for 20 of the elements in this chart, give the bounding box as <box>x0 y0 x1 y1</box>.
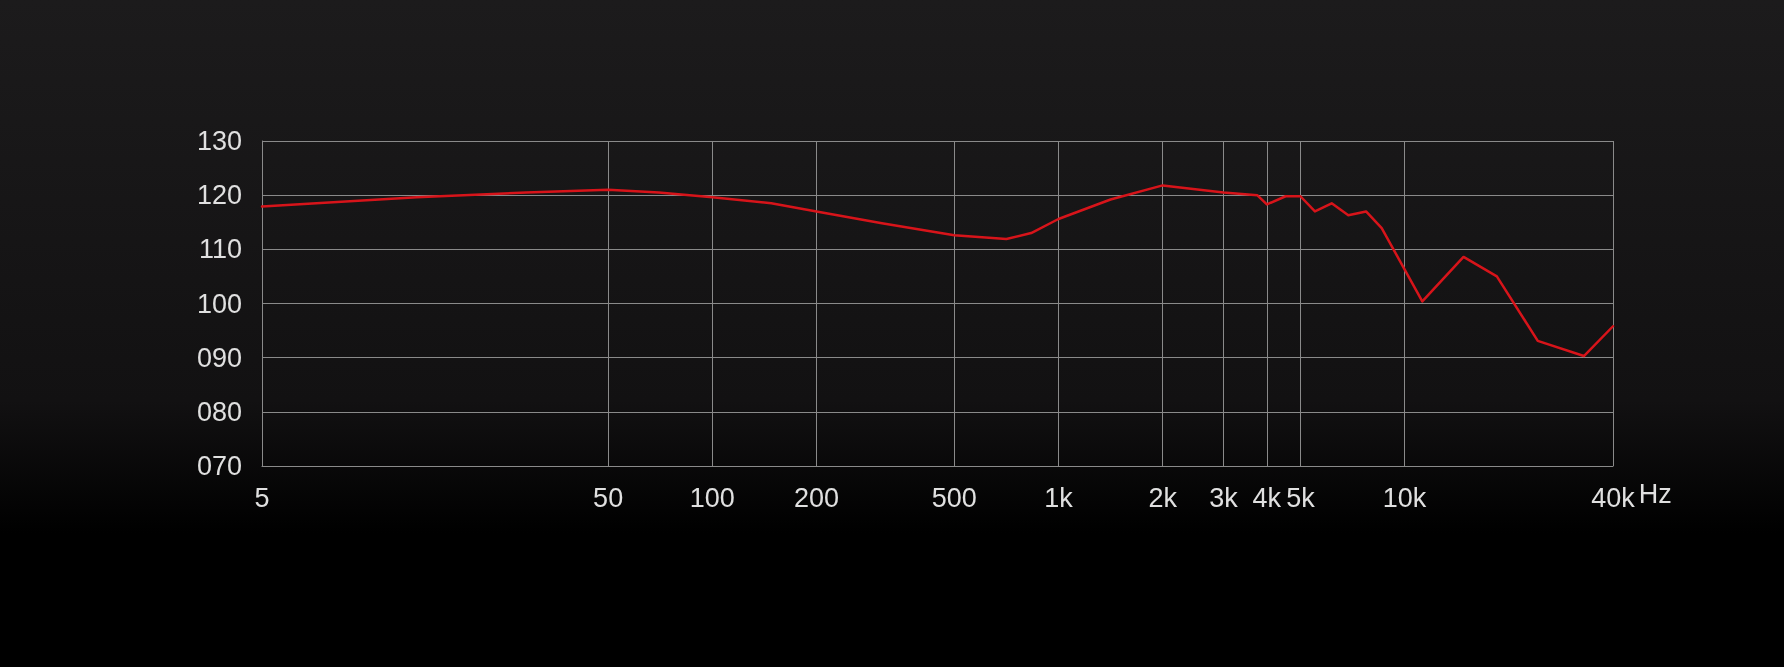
y-tick-label: 120 <box>196 180 242 211</box>
x-axis-title: Hz <box>1638 478 1672 509</box>
y-tick-label: 130 <box>196 126 242 156</box>
x-tick-label: 10k <box>1382 482 1427 513</box>
y-tick-label: 100 <box>196 288 242 319</box>
x-tick-label: 1k <box>1044 482 1074 513</box>
x-tick-label: 2k <box>1148 482 1178 513</box>
x-tick-label: 40k <box>1591 482 1636 513</box>
y-tick-label: 070 <box>196 451 242 481</box>
x-tick-label: 4k <box>1252 482 1282 513</box>
x-tick-label: 5 <box>254 482 270 513</box>
x-tick-label: 200 <box>794 482 840 513</box>
x-tick-label: 500 <box>931 482 977 513</box>
y-tick-label: 090 <box>196 342 242 373</box>
x-tick-label: 5k <box>1286 482 1316 513</box>
x-tick-label: 3k <box>1209 482 1239 513</box>
x-tick-label: 50 <box>593 482 624 513</box>
x-tick-label: 100 <box>689 482 735 513</box>
y-tick-label: 110 <box>198 234 242 265</box>
y-tick-label: 080 <box>196 396 242 427</box>
